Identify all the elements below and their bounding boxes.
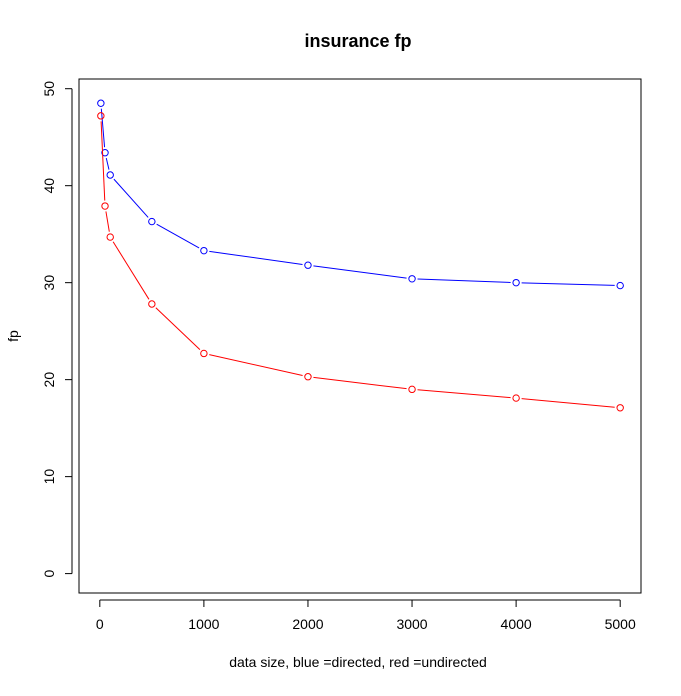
series-0-segment bbox=[156, 223, 200, 249]
series-0-segment bbox=[521, 282, 615, 286]
y-tick-label: 30 bbox=[41, 275, 57, 291]
x-tick-label: 3000 bbox=[396, 616, 427, 632]
x-tick-label: 5000 bbox=[605, 616, 636, 632]
y-tick-label: 10 bbox=[41, 469, 57, 485]
series-1-point bbox=[200, 349, 208, 358]
series-1-segment bbox=[209, 354, 303, 377]
series-0-point bbox=[97, 99, 105, 107]
series-1-segment bbox=[313, 376, 407, 390]
series-0-point bbox=[106, 171, 114, 179]
series-1-segment bbox=[105, 211, 110, 232]
series-0-segment bbox=[105, 157, 110, 170]
series-1-segment bbox=[417, 389, 511, 399]
series-layer bbox=[97, 99, 624, 412]
y-axis: 0 10 20 30 40 50 bbox=[41, 81, 73, 578]
series-0-point bbox=[304, 261, 312, 269]
series-1-point bbox=[148, 300, 156, 308]
series-1-segment bbox=[112, 241, 150, 300]
series-0-segment bbox=[417, 278, 511, 283]
x-tick-label: 1000 bbox=[188, 616, 219, 632]
x-tick-label: 0 bbox=[96, 616, 104, 632]
x-tick-label: 2000 bbox=[292, 616, 323, 632]
series-0-segment bbox=[100, 108, 106, 148]
plot-frame bbox=[78, 78, 642, 594]
series-0-point bbox=[200, 246, 208, 255]
series-0-point bbox=[101, 149, 109, 157]
series-1-point bbox=[304, 373, 312, 381]
series-0-segment bbox=[313, 265, 407, 279]
series-0-point bbox=[616, 281, 624, 290]
series-1-point bbox=[106, 233, 114, 241]
series-0-segment bbox=[113, 178, 149, 218]
series-1 bbox=[97, 112, 624, 412]
x-axis-title: data size, blue =directed, red =undirect… bbox=[229, 654, 487, 670]
series-0-point bbox=[148, 217, 156, 226]
series-1-segment bbox=[100, 121, 106, 201]
series-1-point bbox=[101, 202, 109, 210]
series-0-segment bbox=[209, 250, 303, 265]
series-1-point bbox=[616, 404, 624, 412]
y-tick-label: 20 bbox=[41, 372, 57, 388]
series-1-point bbox=[97, 112, 105, 120]
series-0 bbox=[97, 99, 624, 290]
series-1-segment bbox=[521, 398, 615, 408]
series-1-point bbox=[408, 385, 416, 394]
y-tick-label: 40 bbox=[41, 178, 57, 194]
x-tick-label: 4000 bbox=[501, 616, 532, 632]
x-axis: 0 1000 2000 3000 4000 5000 bbox=[96, 599, 636, 632]
series-1-segment bbox=[155, 307, 201, 351]
chart-title: insurance fp bbox=[304, 31, 411, 51]
y-axis-title: fp bbox=[5, 330, 21, 342]
series-0-point bbox=[408, 275, 416, 283]
y-tick-label: 50 bbox=[41, 81, 57, 97]
series-1-point bbox=[512, 394, 520, 402]
y-tick-label: 0 bbox=[41, 570, 57, 578]
series-0-point bbox=[512, 278, 520, 287]
